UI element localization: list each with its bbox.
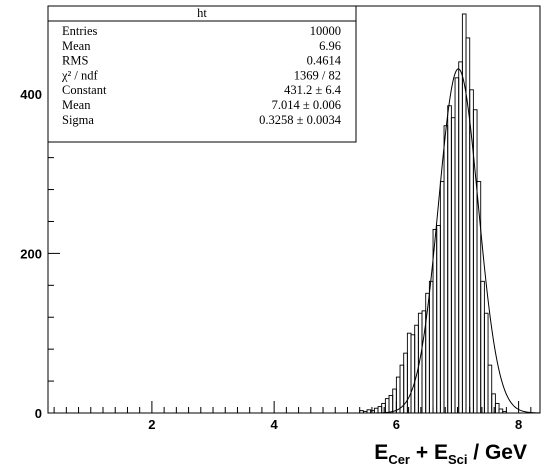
histogram-bar <box>377 406 383 414</box>
stats-label: Mean <box>62 39 91 53</box>
histogram-bar <box>458 61 463 414</box>
histogram-bar <box>491 393 496 414</box>
histogram-bar <box>480 280 485 414</box>
stats-label: Sigma <box>62 113 94 127</box>
x-tick-label: 2 <box>148 417 155 432</box>
stats-value: 7.014 ± 0.006 <box>272 98 341 112</box>
histogram-bar <box>443 125 449 414</box>
y-tick-label: 400 <box>20 87 42 102</box>
histogram-bar <box>494 402 500 414</box>
histogram-bar <box>454 77 460 414</box>
histogram-bar <box>406 332 412 414</box>
histogram-bar <box>450 117 456 414</box>
x-axis-title-sub1: Cer <box>388 452 410 467</box>
x-axis-title-plus: + <box>410 441 434 464</box>
x-axis-title: ECer + ESci / GeV <box>374 441 527 467</box>
stats-label: RMS <box>62 54 88 68</box>
histogram-bar <box>461 13 467 414</box>
stats-box: ht Entries 10000 Mean 6.96 RMS 0.4614 χ² / ndf… <box>47 5 357 143</box>
histogram-bar <box>392 388 397 414</box>
x-tick-label: 4 <box>271 417 279 432</box>
histogram-bar <box>498 408 504 414</box>
stats-value: 1369 / 82 <box>294 68 341 82</box>
histogram-bar <box>381 402 386 414</box>
histogram-bar <box>447 105 452 414</box>
histogram-bar <box>436 225 441 414</box>
y-tick-label: 0 <box>35 406 42 421</box>
stats-value: 10000 <box>310 24 341 38</box>
stats-label: Constant <box>62 83 107 97</box>
stats-rows: Entries 10000 Mean 6.96 RMS 0.4614 χ² / ndf 136… <box>61 24 342 127</box>
x-tick-label: 6 <box>393 417 400 432</box>
histogram-bar <box>439 181 445 414</box>
histogram-bar <box>410 334 416 414</box>
stats-label: Mean <box>62 98 91 112</box>
stats-value: 0.4614 <box>307 54 342 68</box>
histogram-bar <box>476 181 482 414</box>
stats-value: 431.2 ± 6.4 <box>284 83 342 97</box>
stats-label: Entries <box>62 24 98 38</box>
stats-value: 0.3258 ± 0.0034 <box>259 113 342 127</box>
x-tick-label: 8 <box>515 417 522 432</box>
histogram-bar <box>428 280 434 414</box>
histogram-bar <box>388 394 394 414</box>
histogram-bars <box>359 13 507 414</box>
gaussian-fit-curve <box>335 68 541 414</box>
axis-ticks <box>48 29 532 414</box>
histogram-bar <box>395 376 401 414</box>
x-axis-title-e1: E <box>374 441 388 464</box>
histogram-bar <box>373 407 379 414</box>
x-axis-title-e2: E <box>434 441 448 464</box>
histogram-bar <box>384 398 390 414</box>
stats-label: χ² / ndf <box>61 68 99 82</box>
y-tick-label: 200 <box>20 246 42 261</box>
histogram-bar <box>487 364 493 414</box>
stats-title: ht <box>197 6 207 20</box>
x-axis-title-sub2: Sci <box>448 452 468 467</box>
stats-value: 6.96 <box>319 39 341 53</box>
axis-tick-labels: 2 4 6 8 0 200 400 <box>20 87 522 432</box>
stats-box-frame <box>47 5 357 143</box>
histogram-bar <box>502 410 507 414</box>
x-axis-title-tail: / GeV <box>467 441 527 464</box>
histogram-bar <box>483 312 489 414</box>
